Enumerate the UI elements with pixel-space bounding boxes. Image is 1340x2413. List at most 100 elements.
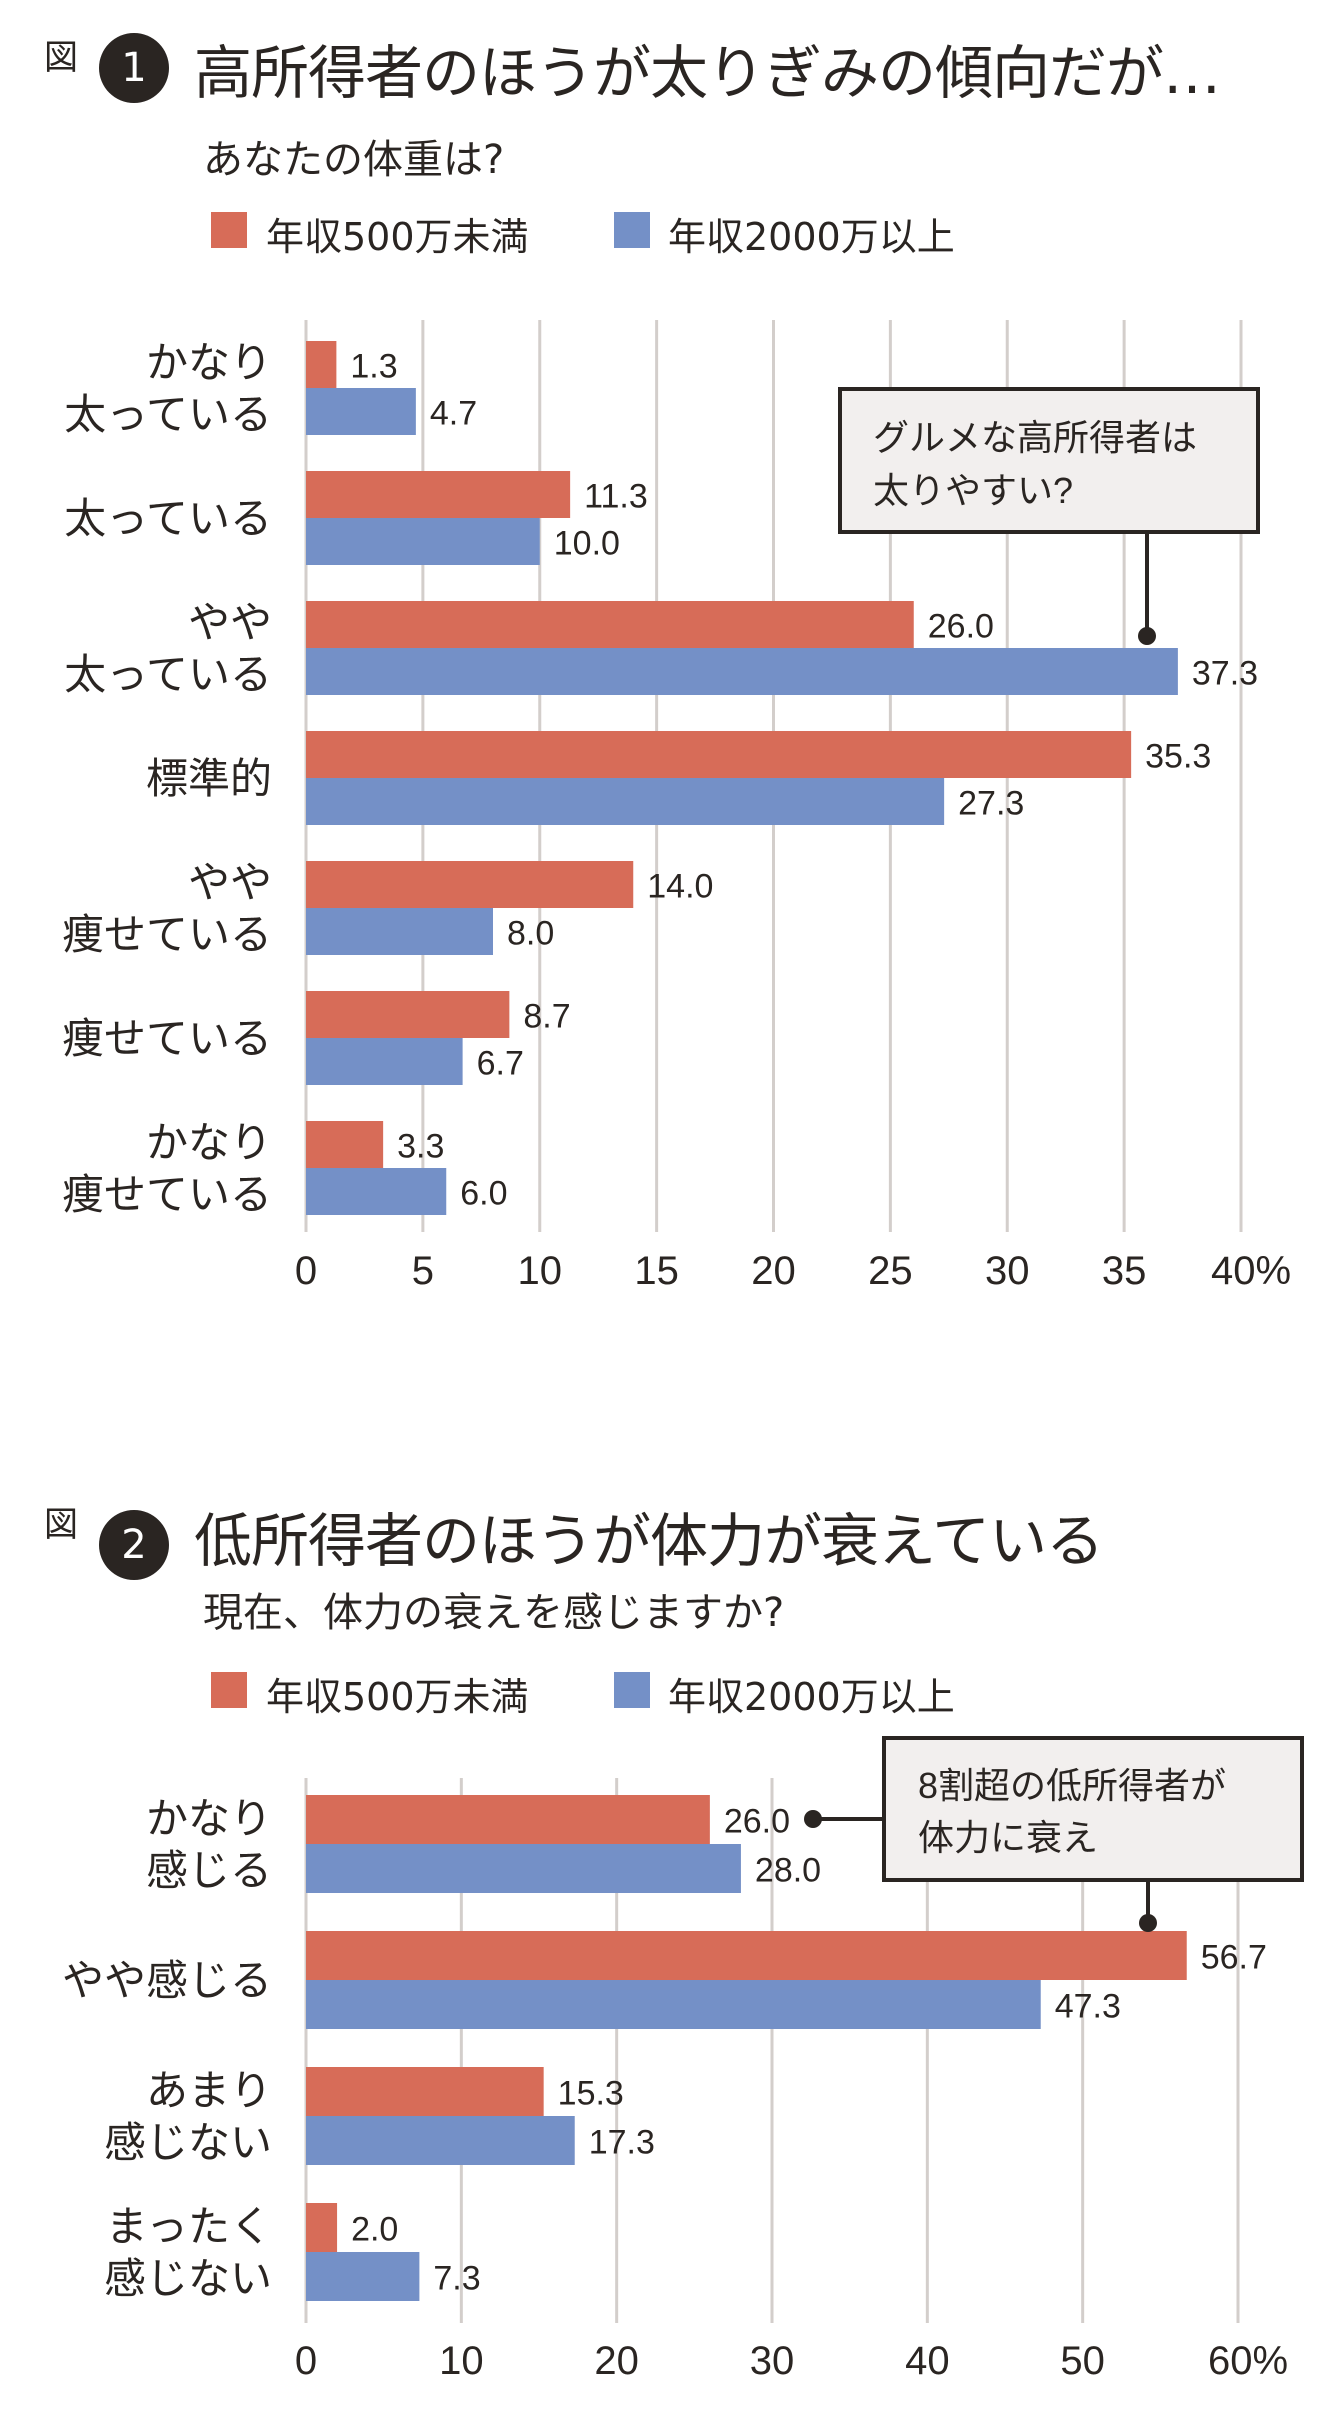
value-label: 56.7 <box>1201 1939 1267 1977</box>
legend-swatch-low-income <box>211 1672 247 1708</box>
bar-high-income <box>306 388 416 435</box>
bar-low-income <box>306 1795 710 1844</box>
bar-high-income <box>306 908 493 955</box>
tick-label: 5 <box>412 1249 434 1293</box>
value-label: 7.3 <box>433 2260 480 2298</box>
category-label: やや <box>188 599 272 646</box>
bar-high-income <box>306 1844 741 1893</box>
value-label: 26.0 <box>724 1803 790 1841</box>
bar-low-income <box>306 2203 338 2252</box>
callout-dot <box>804 1810 822 1828</box>
bar-high-income <box>306 778 945 825</box>
figure-1-prefix: 図 <box>44 38 78 78</box>
figure-2-number-badge: 2 <box>99 1510 169 1580</box>
value-label: 6.7 <box>477 1045 524 1083</box>
value-label: 14.0 <box>647 868 713 906</box>
value-label: 28.0 <box>755 1852 821 1890</box>
value-label: 2.0 <box>351 2211 398 2249</box>
value-label: 35.3 <box>1145 738 1211 776</box>
category-label: 痩せている <box>62 1171 272 1218</box>
category-label: 太っている <box>64 651 272 698</box>
category-label: やや <box>188 859 272 906</box>
tick-label: 15 <box>634 1249 679 1293</box>
bar-low-income <box>306 1121 384 1168</box>
category-label: やや感じる <box>62 1957 272 2004</box>
figure-2-title: 低所得者のほうが体力が衰えている <box>194 1507 1104 1575</box>
value-label: 15.3 <box>558 2075 624 2113</box>
callout-box <box>882 1736 1304 1882</box>
category-label: 感じない <box>104 2119 272 2166</box>
tick-label: 0 <box>295 2339 317 2383</box>
legend-label-low-income: 年収500万未満 <box>266 215 529 259</box>
figure-1-subtitle: あなたの体重は? <box>203 137 505 183</box>
legend-label-high-income: 年収2000万以上 <box>668 215 955 259</box>
category-label: 感じる <box>146 1847 272 1894</box>
callout-box <box>838 387 1260 534</box>
value-label: 17.3 <box>589 2124 655 2162</box>
legend-swatch-low-income <box>211 212 247 248</box>
category-label: 太っている <box>64 391 272 438</box>
bar-high-income <box>306 518 540 565</box>
bar-low-income <box>306 2067 544 2116</box>
category-label: かなり <box>146 1119 272 1166</box>
callout-text: 太りやすい? <box>873 470 1073 511</box>
value-label: 3.3 <box>397 1128 444 1166</box>
tick-label: 60% <box>1208 2339 1288 2383</box>
value-label: 8.0 <box>507 915 554 953</box>
tick-label: 40% <box>1211 1249 1291 1293</box>
figure-2-subtitle: 現在、体力の衰えを感じますか? <box>203 1590 785 1636</box>
callout-dot <box>1139 1914 1157 1932</box>
legend-label-high-income: 年収2000万以上 <box>668 1675 955 1719</box>
value-label: 37.3 <box>1192 655 1258 693</box>
tick-label: 20 <box>751 1249 796 1293</box>
callout-text: グルメな高所得者は <box>873 417 1197 458</box>
bar-low-income <box>306 471 571 518</box>
bar-low-income <box>306 341 337 388</box>
bar-high-income <box>306 1980 1041 2029</box>
tick-label: 25 <box>868 1249 913 1293</box>
bar-high-income <box>306 1038 463 1085</box>
bar-low-income <box>306 601 914 648</box>
value-label: 11.3 <box>584 478 648 516</box>
category-label: 痩せている <box>62 1015 272 1062</box>
legend-swatch-high-income <box>614 1672 650 1708</box>
bar-low-income <box>306 1931 1187 1980</box>
tick-label: 10 <box>518 1249 563 1293</box>
legend-swatch-high-income <box>614 212 650 248</box>
category-label: あまり <box>146 2067 272 2114</box>
bar-high-income <box>306 1168 447 1215</box>
category-label: まったく <box>106 2203 272 2250</box>
tick-label: 40 <box>905 2339 950 2383</box>
category-label: 太っている <box>64 495 272 542</box>
bar-high-income <box>306 2116 575 2165</box>
bar-high-income <box>306 2252 420 2301</box>
tick-label: 10 <box>439 2339 484 2383</box>
tick-label: 30 <box>985 1249 1030 1293</box>
callout-text: 8割超の低所得者が <box>918 1765 1226 1806</box>
category-label: 標準的 <box>146 755 272 802</box>
figure-2-prefix: 図 <box>44 1505 78 1545</box>
bar-low-income <box>306 861 634 908</box>
category-label: 感じない <box>104 2255 272 2302</box>
value-label: 1.3 <box>350 348 397 386</box>
chart-1-weight: 0 5 10 15 20 25 30 35 40%1.34.7かなり太っている11.310.0太… <box>62 320 1291 1293</box>
bar-low-income <box>306 991 510 1038</box>
value-label: 47.3 <box>1055 1988 1121 2026</box>
category-label: かなり <box>146 339 272 386</box>
value-label: 8.7 <box>523 998 570 1036</box>
tick-label: 30 <box>750 2339 795 2383</box>
callout-text: 体力に衰え <box>918 1817 1098 1858</box>
tick-label: 20 <box>594 2339 639 2383</box>
value-label: 26.0 <box>928 608 994 646</box>
callout-dot <box>1138 627 1156 645</box>
bar-low-income <box>306 731 1132 778</box>
value-label: 4.7 <box>430 395 477 433</box>
figure-1-title: 高所得者のほうが太りぎみの傾向だが… <box>194 39 1221 107</box>
category-label: かなり <box>146 1795 272 1842</box>
category-label: 痩せている <box>62 911 272 958</box>
bar-high-income <box>306 648 1178 695</box>
tick-label: 35 <box>1102 1249 1147 1293</box>
value-label: 10.0 <box>554 525 620 563</box>
figure-1-number-badge: 1 <box>99 33 169 103</box>
